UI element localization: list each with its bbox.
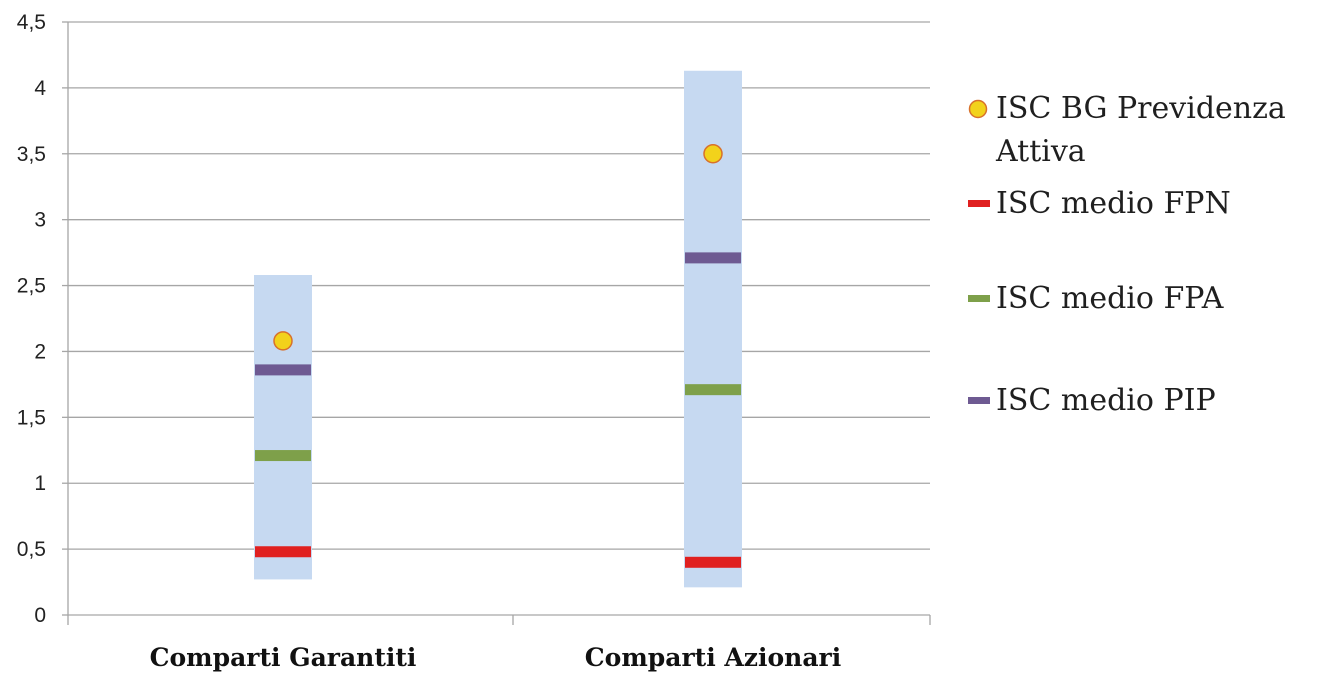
legend-circle-icon — [968, 99, 988, 119]
legend-dash-icon — [968, 295, 990, 302]
y-axis-tick-labels: 0 0,5 1 1,5 2 2,5 3 3,5 4 4,5 — [17, 11, 47, 627]
legend-item: ISC BG Previdenza Attiva — [968, 91, 1286, 169]
average-dash — [685, 556, 741, 568]
y-tick-label: 4 — [34, 77, 46, 100]
legend-item: ISC medio FPA — [968, 281, 1224, 316]
range-bar — [254, 275, 312, 580]
legend-label: Attiva — [995, 134, 1086, 169]
x-category-label: Comparti Garantiti — [150, 643, 417, 672]
x-category-label: Comparti Azionari — [585, 643, 841, 672]
legend-label: ISC medio PIP — [996, 383, 1216, 418]
average-dash — [255, 546, 311, 558]
range-bars — [254, 70, 742, 588]
average-dash — [255, 364, 311, 376]
average-dash — [255, 450, 311, 462]
legend: ISC BG Previdenza Attiva ISC medio FPN ISC … — [968, 91, 1286, 418]
axes — [62, 21, 931, 625]
y-tick-label: 0 — [34, 604, 46, 627]
y-tick-label: 4,5 — [17, 11, 46, 34]
y-tick-label: 2 — [34, 340, 46, 363]
y-tick-label: 1 — [34, 472, 46, 495]
legend-label: ISC medio FPN — [996, 186, 1231, 221]
legend-item: ISC medio FPN — [968, 186, 1231, 221]
x-axis-category-labels: Comparti Garantiti Comparti Azionari — [150, 643, 842, 672]
legend-dash-icon — [968, 397, 990, 404]
bg-previdenza-point — [703, 144, 723, 164]
average-dash — [685, 384, 741, 396]
legend-item: ISC medio PIP — [968, 383, 1216, 418]
bg-previdenza-point — [273, 331, 293, 351]
average-dash — [685, 252, 741, 264]
bg-previdenza-markers — [273, 144, 723, 351]
y-tick-label: 3 — [34, 209, 46, 232]
average-markers — [255, 252, 741, 568]
legend-dash-icon — [968, 200, 990, 207]
legend-label: ISC medio FPA — [996, 281, 1224, 316]
y-tick-label: 3,5 — [17, 143, 46, 166]
y-tick-label: 1,5 — [17, 406, 46, 429]
y-tick-label: 0,5 — [17, 538, 46, 561]
gridlines — [68, 21, 930, 550]
y-tick-label: 2,5 — [17, 275, 46, 298]
legend-label: ISC BG Previdenza — [996, 91, 1286, 126]
